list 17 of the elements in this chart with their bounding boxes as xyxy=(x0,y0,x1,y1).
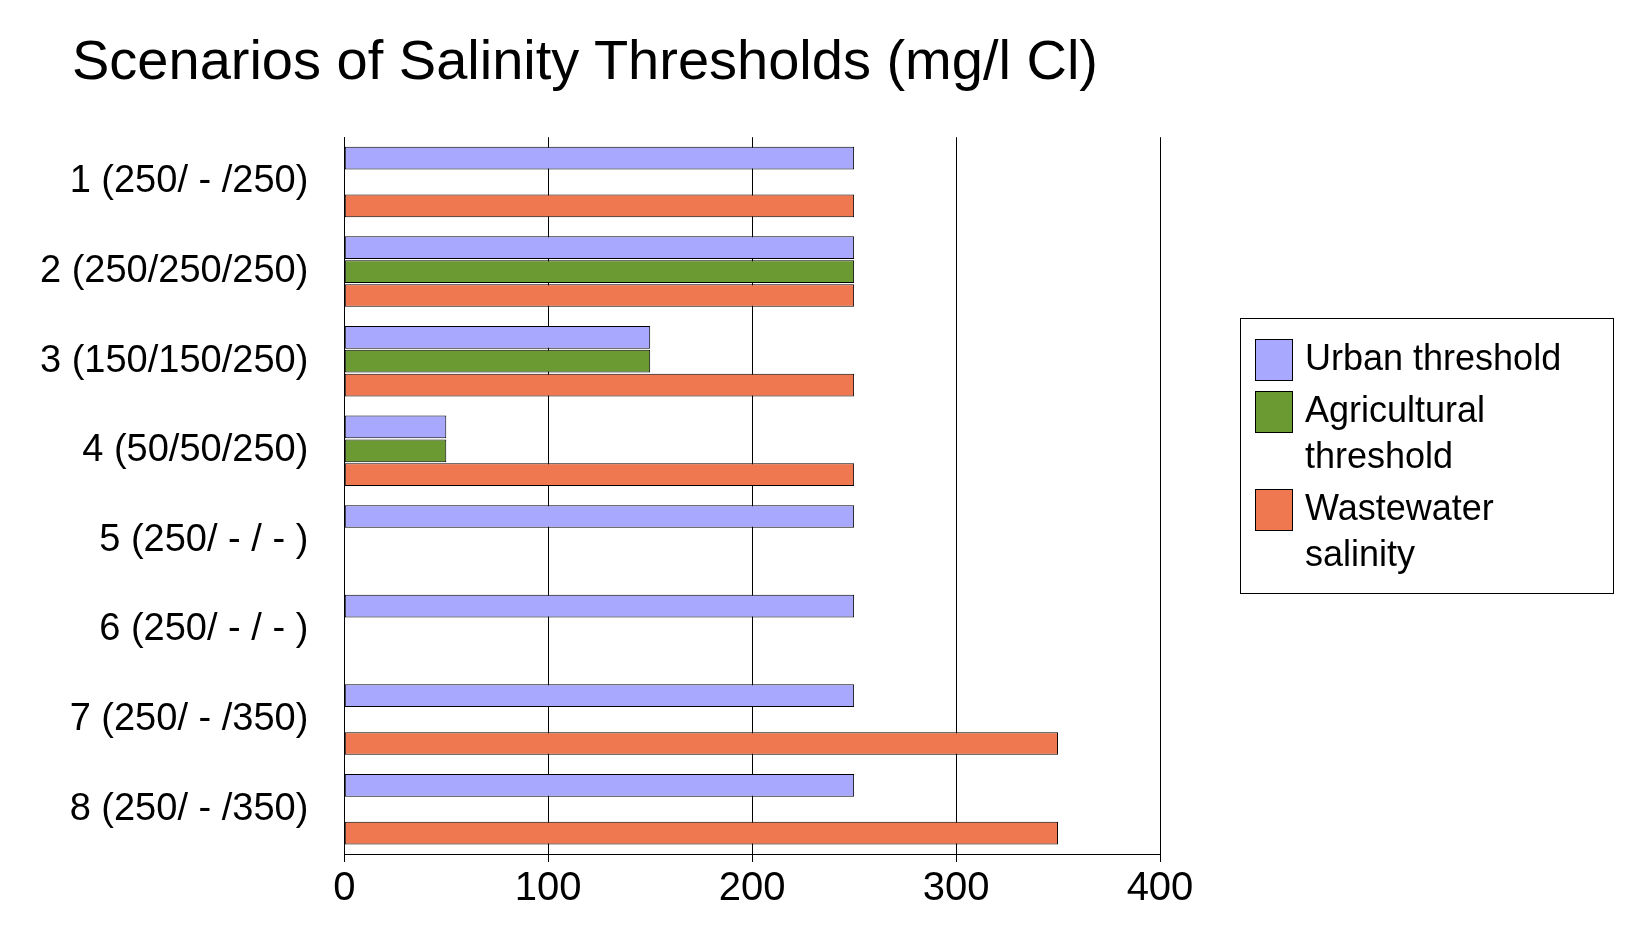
y-tick-label: 5 (250/ - / - ) xyxy=(99,516,309,559)
chart-title: Scenarios of Salinity Thresholds (mg/l Cl) xyxy=(71,28,1099,92)
y-tick-label: 2 (250/250/250) xyxy=(39,248,309,291)
y-tick-label: 7 (250/ - /350) xyxy=(69,696,309,739)
x-tick-label: 200 xyxy=(718,864,786,909)
x-tick-label: 0 xyxy=(333,864,356,909)
y-tick-label: 8 (250/ - /350) xyxy=(69,785,309,828)
x-tick-label: 100 xyxy=(514,864,582,909)
y-tick-label: 3 (150/150/250) xyxy=(39,337,309,380)
x-tick-label: 400 xyxy=(1126,864,1194,909)
y-tick-label: 4 (50/50/250) xyxy=(82,427,309,470)
legend-label: Wastewater salinity xyxy=(1305,486,1495,576)
y-tick-label: 6 (250/ - / - ) xyxy=(99,606,309,649)
x-tick-label: 300 xyxy=(922,864,990,909)
y-tick-label: 1 (250/ - /250) xyxy=(69,158,309,201)
legend-label: Agricultural threshold xyxy=(1305,388,1487,478)
legend-label: Urban threshold xyxy=(1305,336,1562,380)
